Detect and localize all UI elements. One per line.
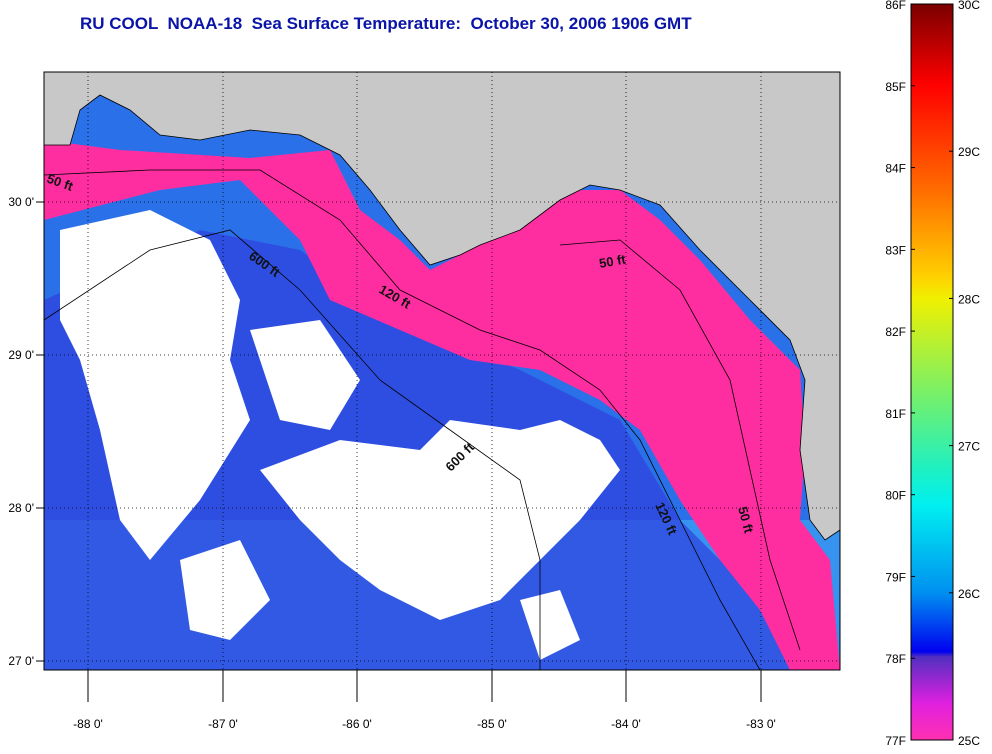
cloud-cover [60,210,620,660]
colorbar-f-label: 83F [885,243,906,257]
land [44,72,840,541]
warm-coastal-band [44,140,840,670]
colorbar-f-label: 84F [885,162,906,176]
contour-label: 50 ft [735,505,757,535]
colorbar [910,3,954,741]
lat-label: 28 0' [8,501,34,515]
lat-label: 29 0' [8,348,34,362]
lat-label: 27 0' [8,654,34,668]
lon-label: -85 0' [477,717,507,731]
colorbar-f-label: 82F [885,325,906,339]
colorbar-f-label: 77F [885,734,906,748]
colorbar-c-label: 28C [958,292,980,306]
lon-label: -87 0' [208,717,238,731]
colorbar-f-label: 80F [885,489,906,503]
colorbar-f-label: 79F [885,570,906,584]
colorbar-c-label: 27C [958,440,980,454]
colorbar-f-label: 81F [885,407,906,421]
colorbar-c-label: 26C [958,587,980,601]
colorbar-f-label: 85F [885,80,906,94]
colorbar-c-label: 25C [958,734,980,748]
lon-label: -84 0' [611,717,641,731]
graticule [44,72,840,670]
colorbar-c-label: 29C [958,145,980,159]
colorbar-f-label: 78F [885,652,906,666]
lat-label: 30 0' [8,195,34,209]
lon-label: -88 0' [73,717,103,731]
colorbar-ticks: 86F 85F 84F 83F 82F 81F 80F 79F 78F 77F 30C 29C 28C 2… [885,0,980,748]
colorbar-f-label: 86F [885,0,906,12]
contour-label: 50 ft [598,251,628,271]
colorbar-c-label: 30C [958,0,980,12]
lon-label: -86 0' [342,717,372,731]
axis-ticks [36,201,762,702]
isobath-lines [44,169,801,670]
chart-title: RU COOL NOAA-18 Sea Surface Temperature:… [80,14,692,33]
lon-label: -83 0' [746,717,776,731]
plot-frame [43,71,841,671]
